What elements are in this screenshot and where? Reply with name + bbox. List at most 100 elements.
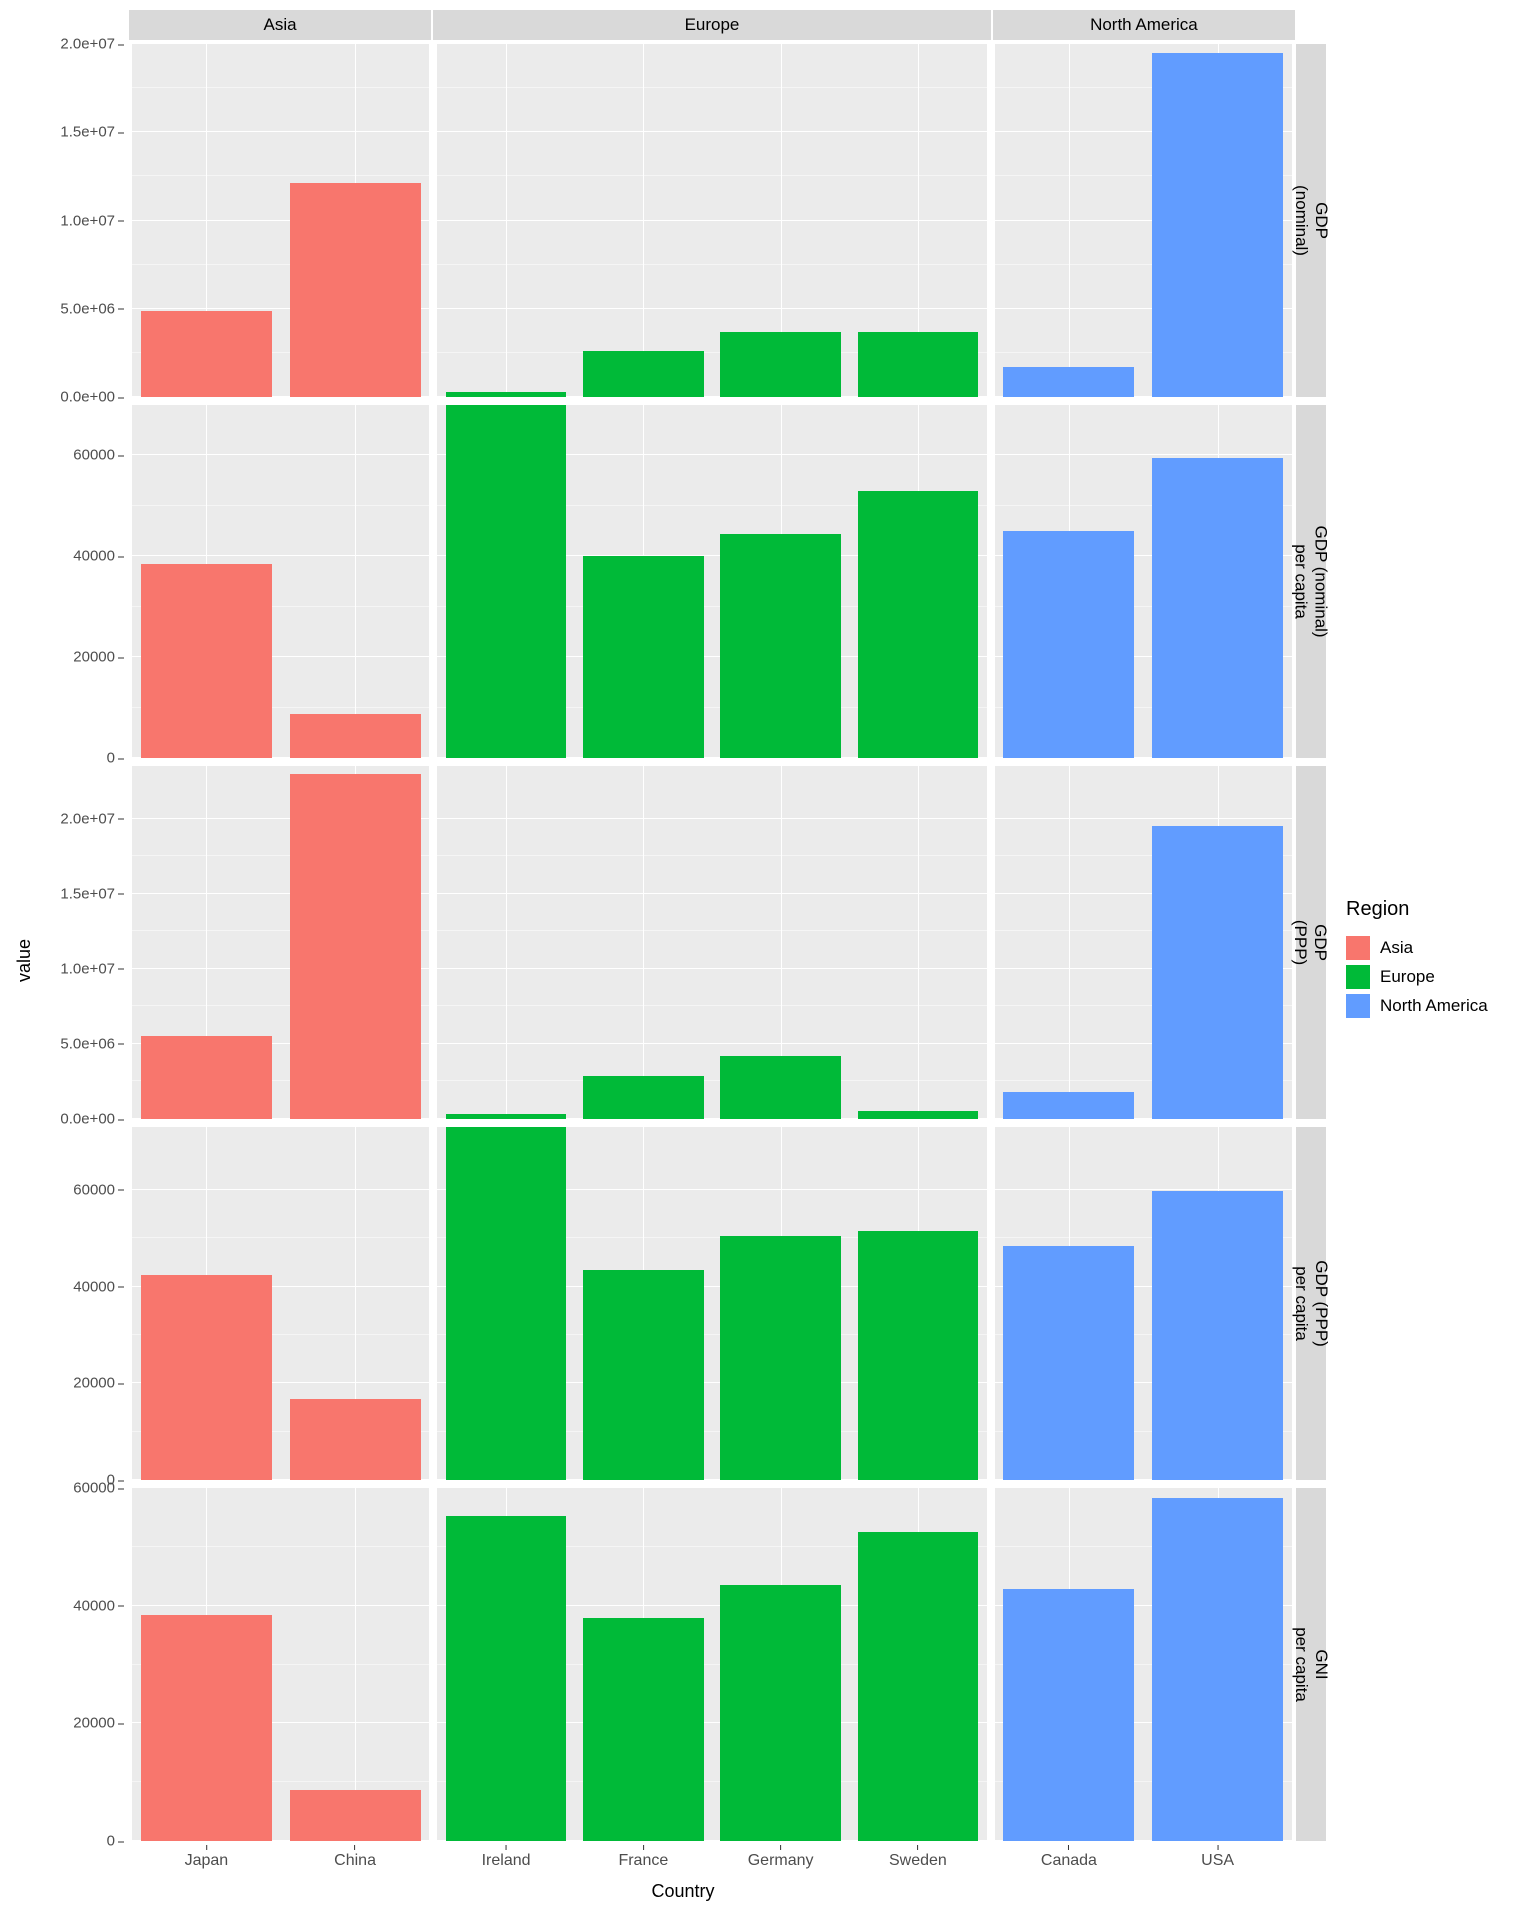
y-tick-label: 2.0e+07: [60, 36, 124, 53]
y-tick-label: 1.5e+07: [60, 124, 124, 141]
legend-item: Europe: [1346, 965, 1526, 989]
bar: [1003, 1092, 1134, 1119]
bar: [858, 1532, 979, 1841]
bar: [583, 1618, 704, 1841]
y-tick-label: 1.0e+07: [60, 960, 124, 977]
column-strip: North America: [992, 10, 1296, 40]
bar: [141, 1275, 272, 1481]
legend: Region Asia Europe North America: [1326, 10, 1526, 1910]
y-tick-label: 40000: [73, 1597, 124, 1614]
y-tick-label: 5.0e+06: [60, 300, 124, 317]
x-tick-label: USA: [1201, 1845, 1234, 1870]
bar: [446, 392, 567, 397]
facet-row: 0200004000060000GDP (PPP)per capita: [40, 1123, 1326, 1484]
bar: [141, 564, 272, 758]
legend-label: Europe: [1380, 967, 1435, 987]
y-tick-label: 1.0e+07: [60, 212, 124, 229]
row-strip: GDP (nominal)per capita: [1296, 405, 1326, 758]
y-tick-column: 0.0e+005.0e+061.0e+071.5e+072.0e+07: [40, 766, 128, 1119]
y-tick-label: 0: [107, 750, 124, 767]
bar: [446, 405, 567, 758]
bar: [446, 1127, 567, 1480]
y-tick-label: 20000: [73, 1715, 124, 1732]
y-tick-label: 5.0e+06: [60, 1035, 124, 1052]
bar: [858, 332, 979, 397]
bar: [583, 351, 704, 397]
legend-item: North America: [1346, 994, 1526, 1018]
legend-title: Region: [1346, 898, 1526, 921]
x-tick-label: Sweden: [889, 1845, 947, 1870]
figure: value AsiaEuropeNorth America 0.0e+005.0…: [0, 0, 1536, 1920]
column-strip: Asia: [128, 10, 432, 40]
panel: [437, 44, 986, 397]
x-axis-title: Country: [40, 1877, 1326, 1910]
y-tick-label: 0.0e+00: [60, 1111, 124, 1128]
row-strip: GNIper capita: [1296, 1488, 1326, 1841]
y-tick-label: 60000: [73, 1181, 124, 1198]
legend-swatch: [1346, 994, 1370, 1018]
bar: [583, 556, 704, 758]
facet-row: 0200004000060000GDP (nominal)per capita: [40, 401, 1326, 762]
bar: [1152, 1191, 1283, 1480]
bar: [290, 714, 421, 758]
legend-label: Asia: [1380, 938, 1413, 958]
y-tick-label: 40000: [73, 1278, 124, 1295]
column-strip: Europe: [432, 10, 992, 40]
x-tick-label: Canada: [1041, 1845, 1097, 1870]
bar: [446, 1114, 567, 1119]
row-strip: GDP(nominal): [1296, 44, 1326, 397]
bar: [1003, 1246, 1134, 1480]
panel: [995, 44, 1292, 397]
legend-swatch: [1346, 965, 1370, 989]
bar: [290, 1790, 421, 1841]
facet-row: 0.0e+005.0e+061.0e+071.5e+072.0e+07GDP(P…: [40, 762, 1326, 1123]
y-tick-label: 1.5e+07: [60, 885, 124, 902]
bar: [1003, 367, 1134, 397]
y-tick-label: 60000: [73, 1480, 124, 1497]
bar: [583, 1076, 704, 1119]
bar: [720, 1056, 841, 1119]
column-facet-strips: AsiaEuropeNorth America: [40, 10, 1326, 40]
facet-row: 0200004000060000GNIper capita: [40, 1484, 1326, 1845]
bar: [1003, 531, 1134, 758]
x-tick-label: Japan: [185, 1845, 229, 1870]
bar: [1003, 1589, 1134, 1841]
bar: [858, 1111, 979, 1119]
facet-rows: 0.0e+00 5.0e+06 1.0e+07 1.5e+07 2.0e+07 GDP(n…: [40, 40, 1326, 1845]
panel: [132, 405, 429, 758]
bar: [1152, 53, 1283, 397]
panel: [995, 405, 1292, 758]
panel: [132, 766, 429, 1119]
y-tick-label: 40000: [73, 548, 124, 565]
panel: [437, 1488, 986, 1841]
x-tick-label: France: [618, 1845, 668, 1870]
x-tick-label: Ireland: [482, 1845, 531, 1870]
bar: [1152, 1498, 1283, 1841]
bar: [290, 183, 421, 397]
x-tick-label: China: [334, 1845, 376, 1870]
bar: [1152, 826, 1283, 1119]
panel: [437, 766, 986, 1119]
panel: [437, 1127, 986, 1480]
bar: [720, 332, 841, 397]
panel: [132, 44, 429, 397]
bar: [141, 1615, 272, 1842]
y-tick-label: 2.0e+07: [60, 810, 124, 827]
bar: [290, 1399, 421, 1480]
panel: [995, 1127, 1292, 1480]
panel: [437, 405, 986, 758]
x-axis-ticks: Japan China Ireland France Germany Sweden Cana…: [40, 1845, 1326, 1877]
bar: [858, 1231, 979, 1480]
y-tick-column: 0.0e+005.0e+061.0e+071.5e+072.0e+07: [40, 44, 128, 397]
y-tick-label: 20000: [73, 649, 124, 666]
y-tick-label: 0.0e+00: [60, 389, 124, 406]
plot-area: AsiaEuropeNorth America 0.0e+00 5.0e+06 1.…: [40, 10, 1326, 1910]
panel: [995, 766, 1292, 1119]
y-tick-label: 20000: [73, 1375, 124, 1392]
bar: [720, 1585, 841, 1841]
panel: [132, 1127, 429, 1480]
x-tick-label: Germany: [748, 1845, 814, 1870]
y-axis-title: value: [10, 10, 40, 1910]
bar: [583, 1270, 704, 1480]
row-strip: GDP (PPP)per capita: [1296, 1127, 1326, 1480]
